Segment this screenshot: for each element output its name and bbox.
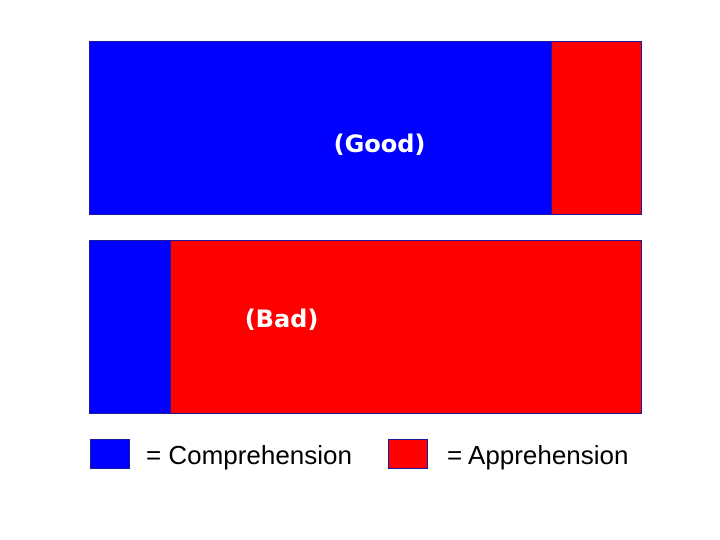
bad-bar: (Bad)	[89, 240, 642, 414]
good-bar-label: (Good)	[333, 130, 426, 158]
bad-apprehension-segment	[170, 241, 641, 413]
comprehension-legend-label: = Comprehension	[146, 440, 352, 470]
good-comprehension-segment	[90, 42, 551, 214]
apprehension-legend-swatch	[388, 439, 428, 469]
comprehension-legend-swatch	[90, 439, 130, 469]
good-bar: (Good)	[89, 41, 642, 215]
bad-comprehension-segment	[90, 241, 171, 413]
apprehension-legend-label: = Apprehension	[447, 440, 629, 470]
good-apprehension-segment	[550, 42, 641, 214]
bad-bar-label: (Bad)	[244, 305, 319, 333]
